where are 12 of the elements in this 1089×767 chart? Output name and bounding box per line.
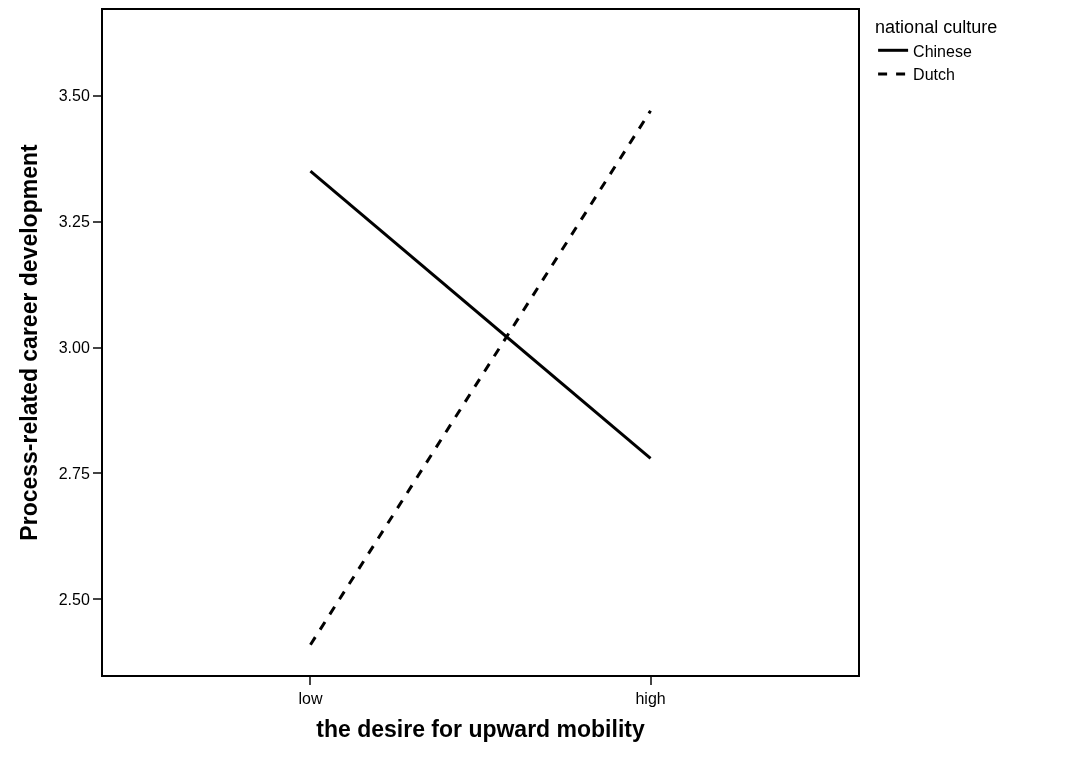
- legend-title: national culture: [875, 17, 998, 38]
- y-tick-label: 3.00: [58, 339, 90, 357]
- y-tick-label: 2.75: [58, 465, 90, 483]
- y-axis-title: Process-related career development: [15, 144, 42, 541]
- x-tick-label: low: [298, 690, 323, 708]
- legend-label: Dutch: [913, 66, 955, 84]
- legend-label: Chinese: [913, 42, 972, 60]
- x-axis-title: the desire for upward mobility: [316, 716, 645, 743]
- y-tick-label: 3.25: [58, 213, 90, 231]
- y-tick-label: 3.50: [58, 87, 90, 105]
- x-tick-label: high: [635, 690, 666, 708]
- y-tick-label: 2.50: [58, 591, 90, 609]
